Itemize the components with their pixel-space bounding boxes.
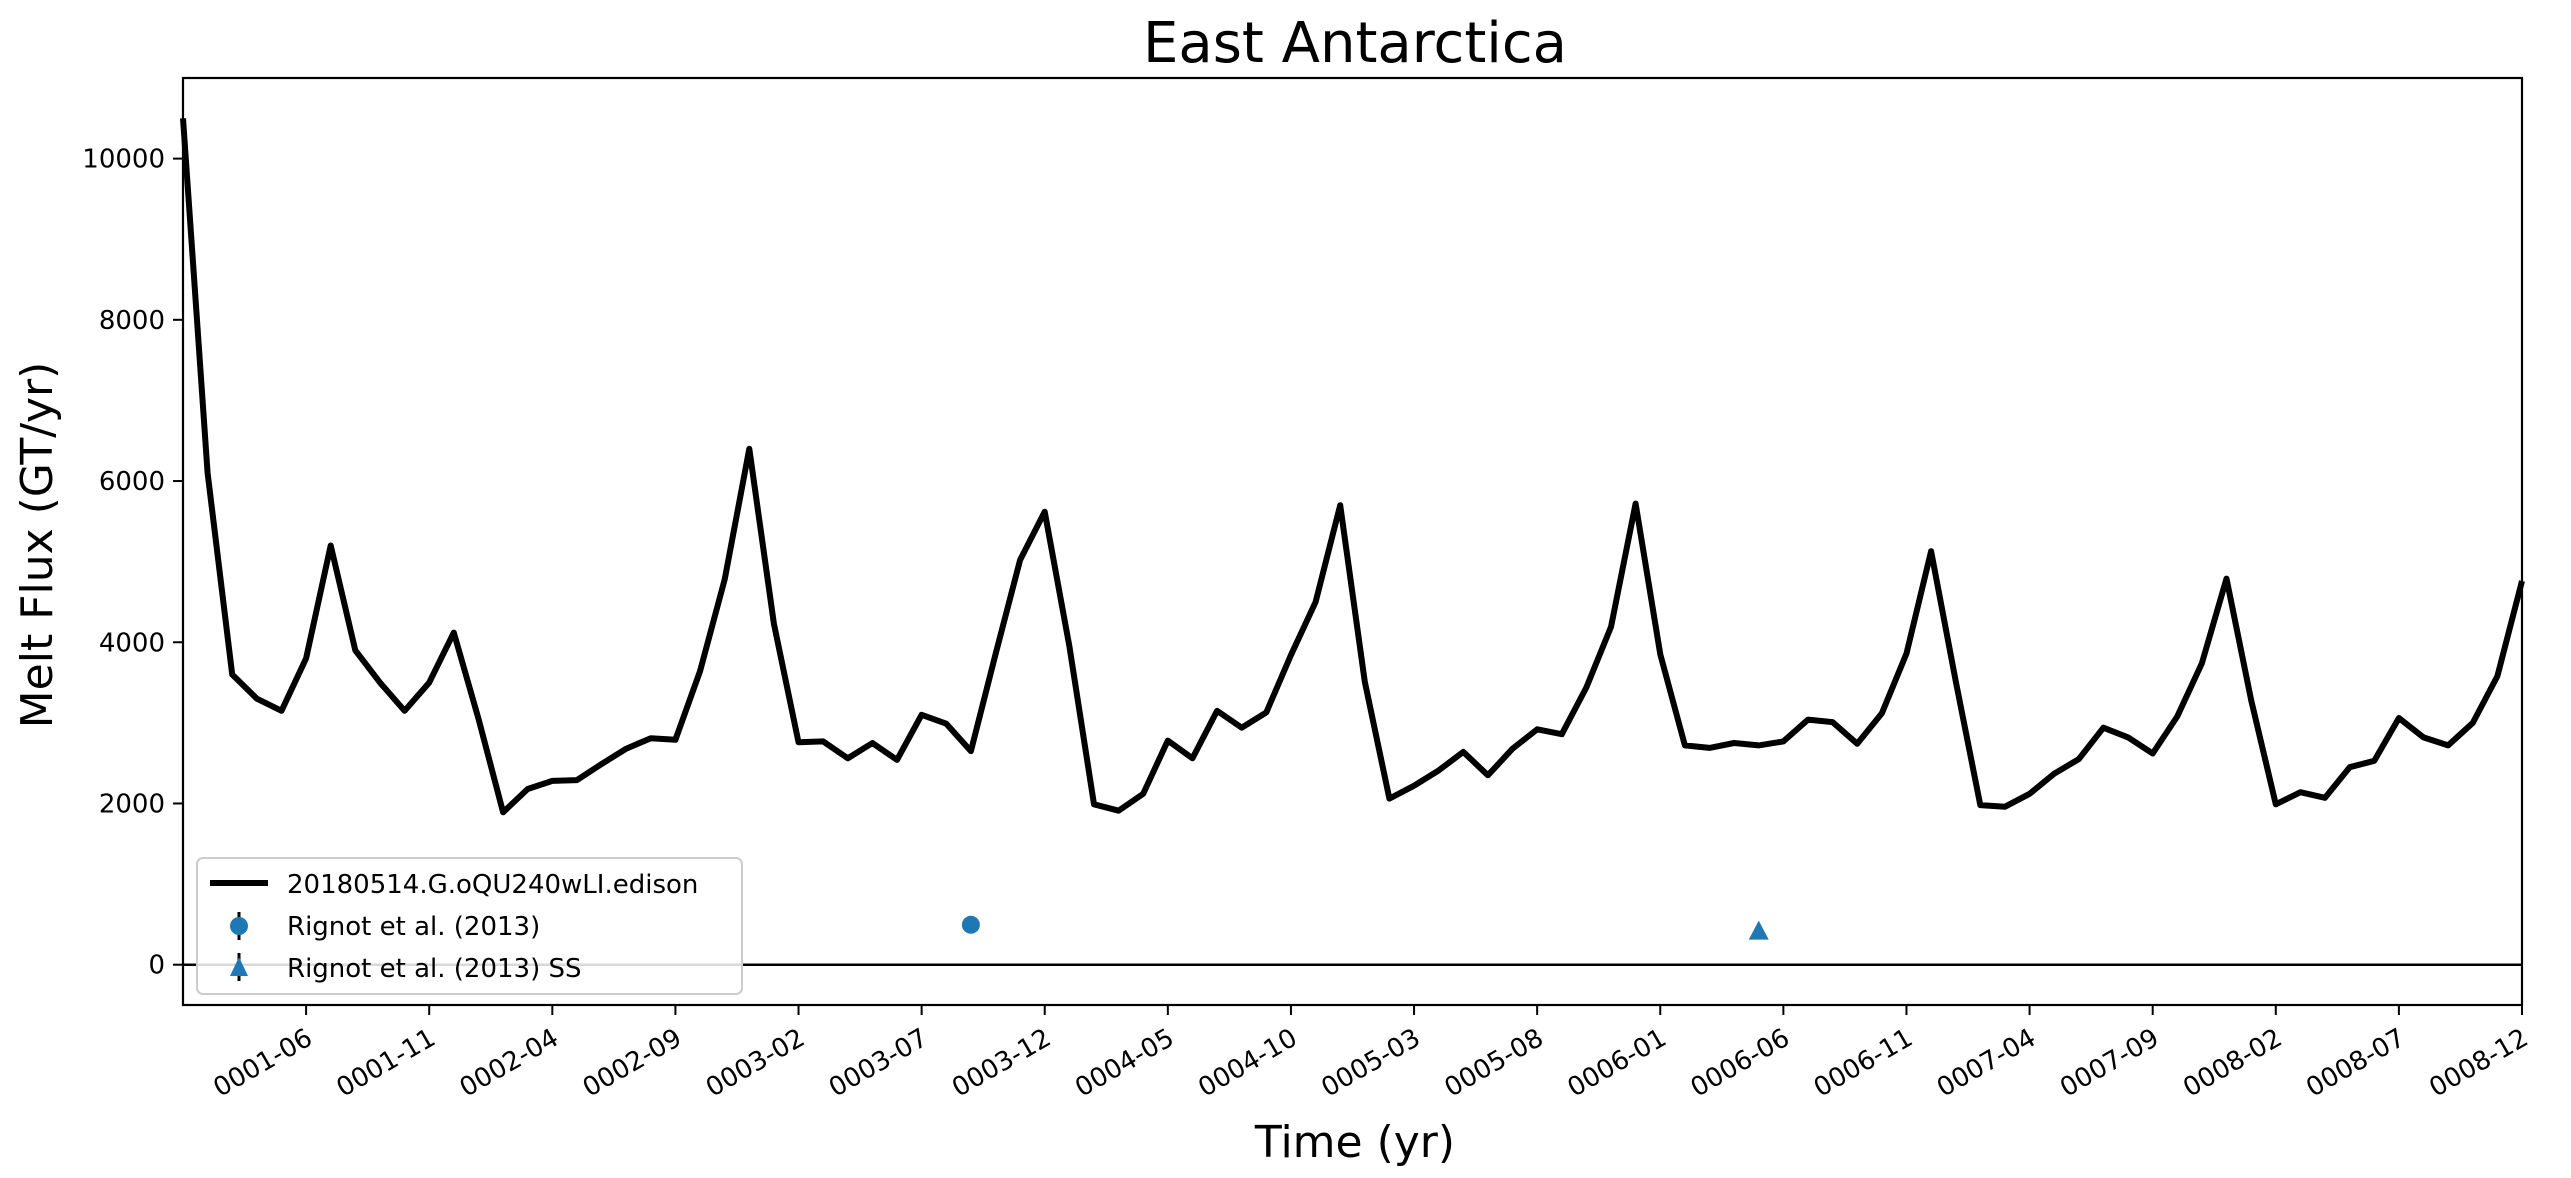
x-tick-label: 0008-12: [2424, 1023, 2533, 1103]
x-tick-label: 0003-12: [947, 1023, 1056, 1103]
x-tick-label: 0005-03: [1316, 1023, 1425, 1103]
x-tick-label: 0002-09: [578, 1023, 687, 1103]
x-tick-label: 0002-04: [455, 1023, 564, 1103]
y-tick-label: 2000: [99, 789, 165, 819]
legend-label-model: 20180514.G.oQU240wLI.edison: [287, 870, 698, 900]
x-tick-label: 0006-11: [1809, 1023, 1918, 1103]
y-tick-label: 0: [148, 951, 165, 981]
y-tick-label: 8000: [99, 306, 165, 336]
x-tick-label: 0003-02: [701, 1023, 810, 1103]
x-tick-label: 0006-01: [1563, 1023, 1672, 1103]
x-tick-label: 0001-06: [209, 1023, 318, 1103]
x-tick-label: 0008-02: [2178, 1023, 2287, 1103]
legend-label-rignot-ss: Rignot et al. (2013) SS: [287, 954, 582, 984]
y-tick-label: 4000: [99, 628, 165, 658]
x-tick-label: 0006-06: [1686, 1023, 1795, 1103]
series-line-model: [180, 118, 2525, 816]
legend-swatch-rignot: [230, 917, 248, 935]
x-tick-label: 0001-11: [332, 1023, 441, 1103]
plot-frame: [181, 76, 2524, 1007]
observations-layer: [961, 915, 1769, 940]
y-tick-label: 10000: [82, 145, 165, 175]
x-tick-label: 0004-05: [1070, 1023, 1179, 1103]
x-tick-label: 0008-07: [2301, 1023, 2410, 1103]
data-point-rignot-2013: [961, 915, 980, 934]
y-tick-label: 6000: [99, 467, 165, 497]
legend-label-rignot: Rignot et al. (2013): [287, 912, 540, 942]
legend: 20180514.G.oQU240wLI.edison Rignot et al…: [196, 857, 743, 995]
legend-swatch-rignot-ss: [230, 957, 248, 976]
x-tick-label: 0007-09: [2055, 1023, 2164, 1103]
x-tick-label: 0003-07: [824, 1023, 933, 1103]
x-tick-label: 0007-04: [1932, 1023, 2041, 1103]
x-axis-label: Time (yr): [1254, 1117, 1455, 1168]
y-axis-label: Melt Flux (GT/yr): [12, 362, 63, 729]
x-tick-label: 0004-10: [1193, 1023, 1302, 1103]
data-point-rignot-2013-ss: [1748, 920, 1769, 940]
legend-box: [196, 857, 743, 995]
chart-title: East Antarctica: [1143, 11, 1567, 76]
x-tick-label: 0005-08: [1440, 1023, 1549, 1103]
